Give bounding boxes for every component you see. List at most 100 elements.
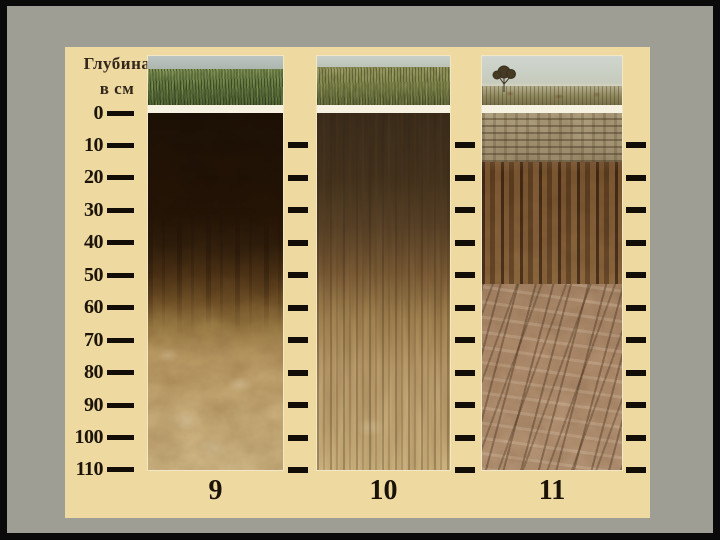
surface-line-10 [317,105,450,113]
depth-axis-title-line2: в см [99,78,135,98]
depth-scale-number: 0 [93,101,104,124]
depth-scale-row: 0 [65,101,134,125]
figure-panel: Глубина в см 0 10 20 30 40 50 60 70 80 90 100 110 [65,47,650,518]
depth-scale-row: 70 [65,328,134,352]
soil-texture-9 [148,113,283,470]
ruler-tick [455,272,475,279]
ruler-tick [455,434,475,441]
depth-scale-tick [107,272,134,278]
column-label-11: 11 [538,475,566,506]
depth-scale-tick [107,207,134,213]
column-label-9: 9 [208,475,223,506]
ruler-tick [626,174,646,181]
ruler-tick [288,434,308,441]
surface-line-9 [148,105,283,113]
ruler-tick [288,402,308,409]
ruler-tick [626,304,646,311]
ruler-tick [626,434,646,441]
depth-scale-number: 110 [75,458,104,481]
depth-scale-number: 20 [84,166,104,189]
depth-scale-tick [107,370,134,376]
depth-axis-title-line1: Глубина [83,54,151,73]
depth-scale-row: 80 [65,361,134,385]
depth-scale-row: 30 [65,198,134,222]
depth-scale-row: 50 [65,263,134,287]
depth-scale-number: 70 [84,328,104,351]
depth-scale-number: 30 [84,198,104,221]
ruler-tick [288,174,308,181]
ruler-tick [455,402,475,409]
depth-scale-number: 100 [74,426,104,448]
ruler-tick [455,304,475,311]
soil-profile-9 [148,113,283,470]
ruler-tick [288,304,308,311]
ruler-tick [288,142,308,149]
steppe-strip-11 [482,86,622,105]
ruler-tick [288,207,308,214]
depth-scale-tick [107,110,134,116]
depth-axis-title: Глубина в см [67,52,167,101]
ruler-tick [288,466,308,473]
depth-scale-row: 100 [65,426,134,450]
ruler-tick [288,239,308,246]
depth-scale-row: 20 [65,166,134,190]
depth-scale-number: 40 [84,231,104,254]
ruler-tick [288,369,308,376]
depth-scale-tick [107,305,134,311]
ruler-tick [455,337,475,344]
soil-texture-11 [482,113,622,470]
ruler-tick [288,272,308,279]
depth-scale-tick [107,175,134,181]
depth-scale-tick [107,402,134,408]
ruler-ticks-after-column-10 [455,47,475,518]
vegetation-9 [148,56,283,105]
soil-column-11 [482,56,622,470]
surface-line-11 [482,105,622,113]
depth-scale-tick [107,467,134,473]
ruler-tick [626,466,646,473]
ruler-tick [455,369,475,376]
vegetation-10 [317,56,450,105]
ruler-tick [626,239,646,246]
ruler-tick [626,207,646,214]
soil-profile-11 [482,113,622,470]
depth-scale-number: 10 [84,133,104,156]
depth-scale-number: 60 [84,296,104,319]
depth-scale-row: 60 [65,296,134,320]
grass-9 [148,69,283,105]
depth-scale-number: 50 [84,263,104,286]
depth-scale-tick [107,240,134,246]
depth-scale-tick [107,435,134,440]
grass-10 [317,67,450,105]
ruler-tick [626,272,646,279]
depth-scale-row: 110 [65,458,134,482]
ruler-ticks-after-column-11 [626,47,646,518]
vegetation-11 [482,56,622,105]
ruler-tick [455,174,475,181]
ruler-tick [626,142,646,149]
column-label-10: 10 [369,475,398,506]
grass-texture [148,69,283,105]
ruler-tick [455,239,475,246]
sky-10 [317,56,450,69]
grass-texture [317,67,450,105]
depth-scale-number: 90 [84,393,104,416]
soil-texture-10 [317,113,450,470]
depth-scale-tick [107,142,134,148]
sky-9 [148,56,283,71]
depth-scale-number: 80 [84,361,104,384]
soil-profile-10 [317,113,450,470]
ruler-tick [455,142,475,149]
ruler-ticks-after-column-9 [288,47,308,518]
depth-scale-row: 90 [65,393,134,417]
ruler-tick [626,337,646,344]
ruler-tick [455,207,475,214]
depth-scale-tick [107,337,134,343]
ruler-tick [626,402,646,409]
shrub-icon [492,65,516,92]
soil-column-10 [317,56,450,470]
ruler-tick [455,466,475,473]
depth-scale-row: 40 [65,231,134,255]
ruler-tick [626,369,646,376]
